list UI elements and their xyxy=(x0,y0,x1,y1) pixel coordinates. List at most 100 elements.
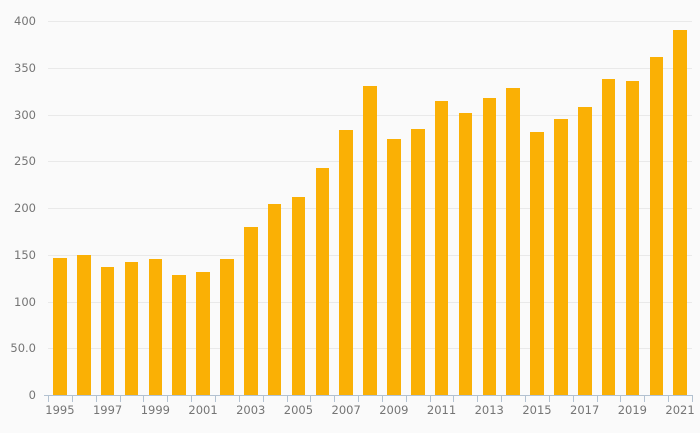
bar-cell xyxy=(239,21,263,395)
x-axis-tick-label: 2009 xyxy=(379,403,409,417)
bar-2021[interactable] xyxy=(673,30,688,395)
x-axis-tick-label: 1997 xyxy=(92,403,123,417)
bar-cell xyxy=(96,21,120,395)
x-axis-tick xyxy=(310,395,312,402)
bar-cell xyxy=(72,21,96,395)
bar-cell xyxy=(454,21,478,395)
bar-2005[interactable] xyxy=(291,196,306,395)
x-axis-tick xyxy=(191,395,193,402)
bar-cell xyxy=(143,21,167,395)
bar-2010[interactable] xyxy=(411,128,425,395)
x-axis-tick-label: 2005 xyxy=(283,403,314,417)
bar-2002[interactable] xyxy=(220,258,234,395)
bar-2003[interactable] xyxy=(244,226,258,395)
bar-2013[interactable] xyxy=(482,97,497,395)
bar-cell xyxy=(477,21,501,395)
bar-cell xyxy=(597,21,621,395)
x-axis-tick xyxy=(644,395,646,402)
y-axis-tick-label: 400 xyxy=(14,14,36,28)
bar-cell xyxy=(215,21,239,395)
x-axis-tick xyxy=(358,395,360,402)
x-axis-tick xyxy=(262,395,264,402)
x-axis-tick-label: 1999 xyxy=(140,403,170,417)
gridline xyxy=(48,21,692,22)
bar-2008[interactable] xyxy=(363,86,377,395)
x-axis-tick xyxy=(71,395,73,402)
x-axis-tick xyxy=(620,395,622,402)
bar-cell xyxy=(310,21,334,395)
x-axis-tick xyxy=(286,395,288,402)
bar-2012[interactable] xyxy=(458,112,473,395)
y-axis-tick-label: 0 xyxy=(28,388,36,402)
x-axis-tick xyxy=(381,395,383,402)
bar-cell xyxy=(644,21,668,395)
x-axis-tick xyxy=(238,395,240,402)
x-axis-tick-label: 2011 xyxy=(426,403,457,417)
x-axis-tick-label: 2019 xyxy=(617,403,647,417)
bar-cell xyxy=(573,21,597,395)
y-axis-tick-label: 350 xyxy=(14,60,36,75)
bar-cell xyxy=(501,21,525,395)
bar-1996[interactable] xyxy=(76,254,91,395)
plot-area: 1995 1997 1999 2001 2003 2005 2007 2009 2011 2013… xyxy=(44,21,695,417)
bar-cell xyxy=(167,21,191,395)
bar-2001[interactable] xyxy=(196,271,210,395)
bar-1995[interactable] xyxy=(53,257,67,395)
bar-2018[interactable] xyxy=(601,79,616,395)
y-axis-labels: 400 350 300 250 200 150 100 50.0 0 xyxy=(0,14,36,402)
x-axis-tick-label: 2015 xyxy=(522,403,552,417)
bar-cell xyxy=(430,21,454,395)
bar-cell xyxy=(191,21,215,395)
x-axis-tick-label: 2001 xyxy=(188,403,218,417)
bar-2000[interactable] xyxy=(172,275,187,395)
x-axis-tick xyxy=(167,395,169,402)
y-axis-tick-label: 300 xyxy=(14,107,36,122)
x-axis-tick xyxy=(429,395,431,402)
x-axis-tick xyxy=(453,395,455,402)
x-axis-tick xyxy=(119,395,121,402)
x-axis-tick-label: 2007 xyxy=(331,403,361,417)
bar-2020[interactable] xyxy=(649,56,664,395)
y-axis-tick-label: 250 xyxy=(14,154,36,169)
x-axis-tick-label: 1995 xyxy=(45,403,75,417)
bar-2011[interactable] xyxy=(434,101,449,395)
x-axis-tick xyxy=(596,395,598,402)
bar-cell xyxy=(358,21,382,395)
bar-2007[interactable] xyxy=(339,130,354,395)
bar-cell xyxy=(406,21,430,395)
y-axis-tick-label: 150 xyxy=(14,247,36,262)
x-axis-tick xyxy=(548,395,550,402)
x-axis-line xyxy=(44,395,692,396)
bar-1997[interactable] xyxy=(100,266,115,395)
bar-cell xyxy=(48,21,72,395)
bar-2014[interactable] xyxy=(506,88,521,395)
x-axis-tick-label: 2003 xyxy=(236,403,266,417)
bar-2016[interactable] xyxy=(554,119,568,395)
x-axis-tick xyxy=(214,395,216,402)
bar-cell xyxy=(525,21,549,395)
x-axis-tick xyxy=(48,395,49,402)
x-axis-tick-label: 2021 xyxy=(665,403,695,417)
x-axis-tick xyxy=(334,395,336,402)
x-axis-tick xyxy=(572,395,574,402)
y-axis-tick-label: 200 xyxy=(14,201,36,215)
bar-cell xyxy=(263,21,287,395)
bar-2004[interactable] xyxy=(267,204,282,395)
bar-2009[interactable] xyxy=(387,138,401,395)
gridline xyxy=(48,67,692,69)
x-axis-tick xyxy=(405,395,407,402)
x-axis-tick xyxy=(668,395,670,402)
bar-cell xyxy=(334,21,358,395)
bar-2019[interactable] xyxy=(625,80,640,395)
bar-1999[interactable] xyxy=(148,259,163,395)
x-axis-tick-label: 2013 xyxy=(474,403,504,417)
bar-cell xyxy=(287,21,311,395)
bar-2017[interactable] xyxy=(578,107,592,395)
bar-1998[interactable] xyxy=(124,262,139,395)
bar-cell xyxy=(549,21,573,395)
bar-cell xyxy=(120,21,144,395)
bar-2015[interactable] xyxy=(530,132,544,395)
bar-2006[interactable] xyxy=(315,167,330,395)
x-axis-tick xyxy=(525,395,527,402)
bar-cell xyxy=(621,21,645,395)
